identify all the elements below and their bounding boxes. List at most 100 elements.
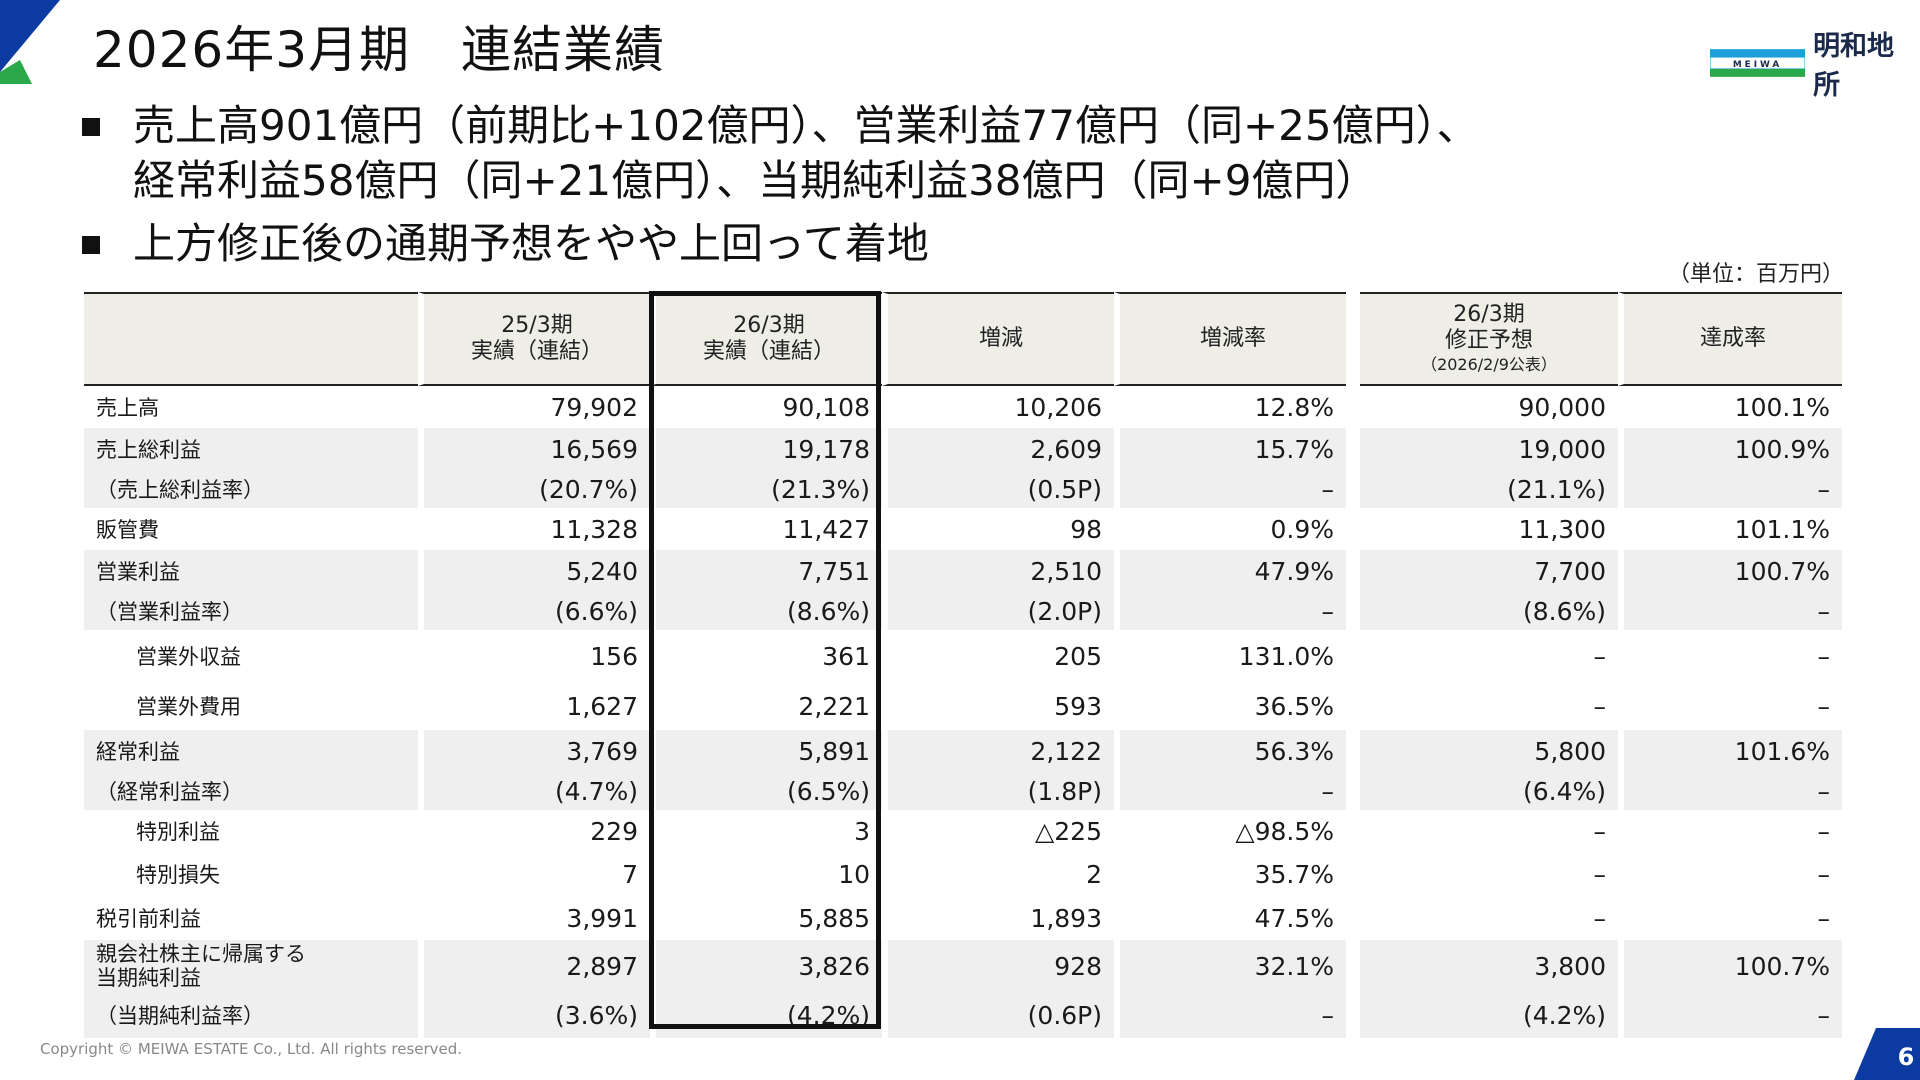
cell-diff: 928 <box>882 940 1114 992</box>
cell-diff: 2 <box>882 852 1114 896</box>
cell-prev: (20.7%) <box>418 470 650 508</box>
column-gap <box>1346 810 1360 852</box>
row-label: （経常利益率） <box>84 772 418 810</box>
table-row: 経常利益 3,769 5,891 2,122 56.3% 5,800 101.6% <box>84 730 1842 772</box>
table-row: （売上総利益率） (20.7%) (21.3%) (0.5P) – (21.1%) – <box>84 470 1842 508</box>
bullet-line: 経常利益58億円（同+21億円）、当期純利益38億円（同+9億円） <box>133 156 1378 205</box>
row-label-line: 親会社株主に帰属する <box>96 942 306 966</box>
cell-ach: – <box>1618 592 1842 630</box>
column-gap <box>1346 508 1360 550</box>
logo-text: 明和地所 <box>1813 31 1895 101</box>
column-gap <box>1346 428 1360 470</box>
header-prev: 25/3期 実績（連結） <box>418 292 650 386</box>
row-label: 営業外費用 <box>136 695 241 719</box>
cell-fc: (21.1%) <box>1360 470 1618 508</box>
cell-prev: 3,769 <box>418 730 650 772</box>
cell-fc: 11,300 <box>1518 514 1606 544</box>
cell-rate: 131.0% <box>1114 630 1346 682</box>
cell-fc: – <box>1593 641 1607 671</box>
table-row: （営業利益率） (6.6%) (8.6%) (2.0P) – (8.6%) – <box>84 592 1842 630</box>
cell-ach: – <box>1618 992 1842 1038</box>
current-period-highlight <box>649 291 881 1029</box>
cell-ach: 101.1% <box>1618 508 1842 550</box>
cell-diff: 1,893 <box>882 896 1114 940</box>
cell-diff: 10,206 <box>882 386 1114 428</box>
cell-rate: △98.5% <box>1114 810 1346 852</box>
bullet-item: 上方修正後の通期予想をやや上回って着地 <box>80 216 1479 271</box>
header-forecast: 26/3期 修正予想 （2026/2/9公表） <box>1360 292 1618 386</box>
bullet-line: 売上高901億円（前期比+102億円）、営業利益77億円（同+25億円）、 <box>133 101 1479 150</box>
row-label: （売上総利益率） <box>84 470 418 508</box>
row-label: 売上高 <box>96 396 159 420</box>
unit-note: （単位：百万円） <box>1667 262 1844 287</box>
cell-rate: 15.7% <box>1114 428 1346 470</box>
table-row: 営業外費用 1,627 2,221 593 36.5% – – <box>84 682 1842 730</box>
header-rate: 増減率 <box>1114 292 1346 386</box>
cell-curr: 3,826 <box>650 940 882 992</box>
table-row: （経常利益率） (4.7%) (6.5%) (1.8P) – (6.4%) – <box>84 772 1842 810</box>
cell-fc: (6.4%) <box>1360 772 1618 810</box>
row-label: （当期純利益率） <box>84 992 418 1038</box>
row-label-line: 当期純利益 <box>96 966 201 990</box>
cell-prev: 7 <box>418 852 650 896</box>
column-gap <box>1346 896 1360 940</box>
cell-diff: 205 <box>882 630 1114 682</box>
row-label: 税引前利益 <box>96 907 201 931</box>
row-label: 親会社株主に帰属する 当期純利益 <box>84 940 418 992</box>
company-logo: MEIWA 明和地所 <box>1710 24 1920 102</box>
cell-diff: 2,609 <box>882 428 1114 470</box>
cell-diff: (2.0P) <box>882 592 1114 630</box>
cell-ach: 101.6% <box>1618 730 1842 772</box>
cell-fc: 90,000 <box>1518 392 1606 422</box>
cell-fc: 7,700 <box>1360 550 1618 592</box>
cell-diff: (1.8P) <box>882 772 1114 810</box>
financial-results-table: 25/3期 実績（連結） 26/3期 実績（連結） 増減 増減率 26/3期 修… <box>84 292 1842 1038</box>
cell-ach: 100.1% <box>1618 386 1842 428</box>
cell-ach: – <box>1618 682 1842 730</box>
cell-diff: 2,122 <box>882 730 1114 772</box>
column-gap <box>1346 852 1360 896</box>
table-row: （当期純利益率） (3.6%) (4.2%) (0.6P) – (4.2%) – <box>84 992 1842 1038</box>
cell-curr: 5,891 <box>650 730 882 772</box>
cell-prev: (6.6%) <box>418 592 650 630</box>
row-label: 営業利益 <box>84 550 418 592</box>
row-label: 特別利益 <box>136 820 220 844</box>
column-gap <box>1346 730 1360 772</box>
cell-fc: (8.6%) <box>1360 592 1618 630</box>
header-prev-line: 実績（連結） <box>470 339 603 364</box>
column-gap <box>1346 292 1360 386</box>
column-gap <box>1346 630 1360 682</box>
cell-ach: – <box>1618 772 1842 810</box>
cell-fc: 5,800 <box>1360 730 1618 772</box>
cell-fc: (4.2%) <box>1360 992 1618 1038</box>
table-row: 特別損失 7 10 2 35.7% – – <box>84 852 1842 896</box>
cell-prev: 1,627 <box>418 682 650 730</box>
cell-rate: 47.5% <box>1114 896 1346 940</box>
column-gap <box>1346 550 1360 592</box>
row-label: 特別損失 <box>136 863 220 887</box>
row-label: 販管費 <box>96 518 159 542</box>
cell-ach: – <box>1618 852 1842 896</box>
header-curr-line: 26/3期 <box>733 313 805 338</box>
cell-curr: 7,751 <box>650 550 882 592</box>
cell-curr: 361 <box>650 630 882 682</box>
column-gap <box>1346 592 1360 630</box>
cell-rate: 56.3% <box>1114 730 1346 772</box>
row-label: （営業利益率） <box>84 592 418 630</box>
cell-rate: 0.9% <box>1114 508 1346 550</box>
column-gap <box>1346 772 1360 810</box>
table-row: 親会社株主に帰属する 当期純利益 2,897 3,826 928 32.1% 3,800 10… <box>84 940 1842 992</box>
cell-ach: 100.7% <box>1618 940 1842 992</box>
copyright: Copyright © MEIWA ESTATE Co., Ltd. All r… <box>40 1040 463 1058</box>
header-prev-line: 25/3期 <box>501 313 573 338</box>
corner-decoration <box>0 0 60 84</box>
cell-prev: 156 <box>418 630 650 682</box>
cell-diff: 593 <box>882 682 1114 730</box>
table-row: 売上高 79,902 90,108 10,206 12.8% 90,000 100.1% <box>84 386 1842 428</box>
table-row: 特別利益 229 3 △225 △98.5% – – <box>84 810 1842 852</box>
column-gap <box>1346 470 1360 508</box>
cell-fc: 19,000 <box>1360 428 1618 470</box>
row-label: 経常利益 <box>84 730 418 772</box>
page-number-badge: 6 <box>1854 1028 1920 1080</box>
table-header-row: 25/3期 実績（連結） 26/3期 実績（連結） 増減 増減率 26/3期 修… <box>84 292 1842 386</box>
